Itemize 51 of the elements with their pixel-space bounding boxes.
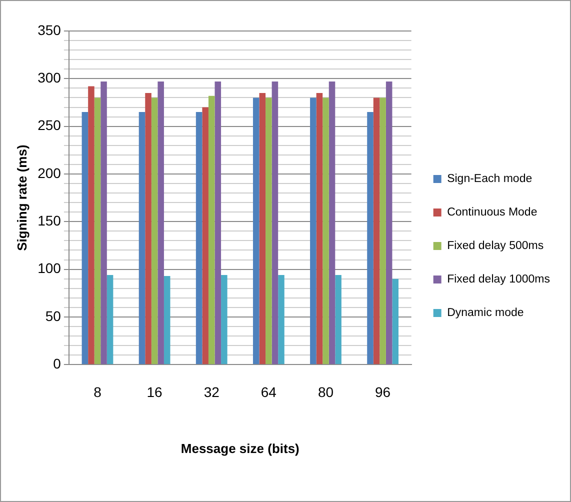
- bar: [208, 96, 215, 364]
- x-tick-label: 96: [375, 384, 391, 400]
- x-tick-label: 80: [318, 384, 334, 400]
- legend-label: Dynamic mode: [447, 307, 524, 320]
- x-tick-label: 8: [94, 384, 102, 400]
- bar: [221, 275, 228, 364]
- x-tick-label: 64: [260, 384, 277, 400]
- bar: [202, 107, 208, 364]
- bar: [373, 98, 380, 364]
- bar: [335, 275, 342, 364]
- legend-label: Fixed delay 1000ms: [447, 274, 550, 286]
- bar: [386, 82, 392, 364]
- bar: [392, 278, 398, 364]
- bar: [310, 98, 316, 364]
- bar: [322, 98, 329, 364]
- y-tick-label: 150: [38, 212, 62, 228]
- bar: [266, 98, 272, 364]
- x-tick-label: 32: [204, 384, 220, 400]
- legend-label: Continuous Mode: [447, 206, 538, 219]
- bar: [278, 275, 284, 364]
- y-tick-label: 300: [38, 70, 62, 86]
- y-tick-label: 50: [45, 308, 62, 324]
- bar: [151, 98, 158, 364]
- y-axis-title: Signing rate (ms): [14, 144, 30, 251]
- bar: [252, 98, 260, 364]
- x-tick-label: 16: [146, 384, 163, 400]
- y-tick-label: 100: [38, 260, 62, 276]
- bar: [145, 92, 152, 364]
- bar: [316, 92, 323, 364]
- bar: [196, 112, 202, 364]
- y-tick-label: 350: [38, 22, 62, 38]
- bar: [106, 275, 114, 364]
- bar: [88, 86, 94, 364]
- bar: [100, 82, 107, 364]
- y-tick-label: 0: [53, 355, 62, 372]
- x-axis-title: Message size (bits): [180, 440, 300, 456]
- bar: [367, 112, 374, 364]
- bar: [94, 98, 101, 364]
- y-tick-label: 200: [38, 164, 62, 181]
- bar: [214, 82, 222, 364]
- bar: [164, 276, 170, 364]
- bar: [259, 92, 266, 364]
- bar: [158, 82, 164, 364]
- bar: [82, 112, 88, 364]
- legend-label: Sign-Each mode: [447, 173, 532, 186]
- bar: [328, 82, 336, 364]
- bar: [138, 112, 146, 364]
- y-tick-label: 250: [38, 117, 62, 134]
- bar: [272, 82, 278, 364]
- legend-label: Fixed delay 500ms: [447, 240, 544, 252]
- bar: [380, 98, 386, 364]
